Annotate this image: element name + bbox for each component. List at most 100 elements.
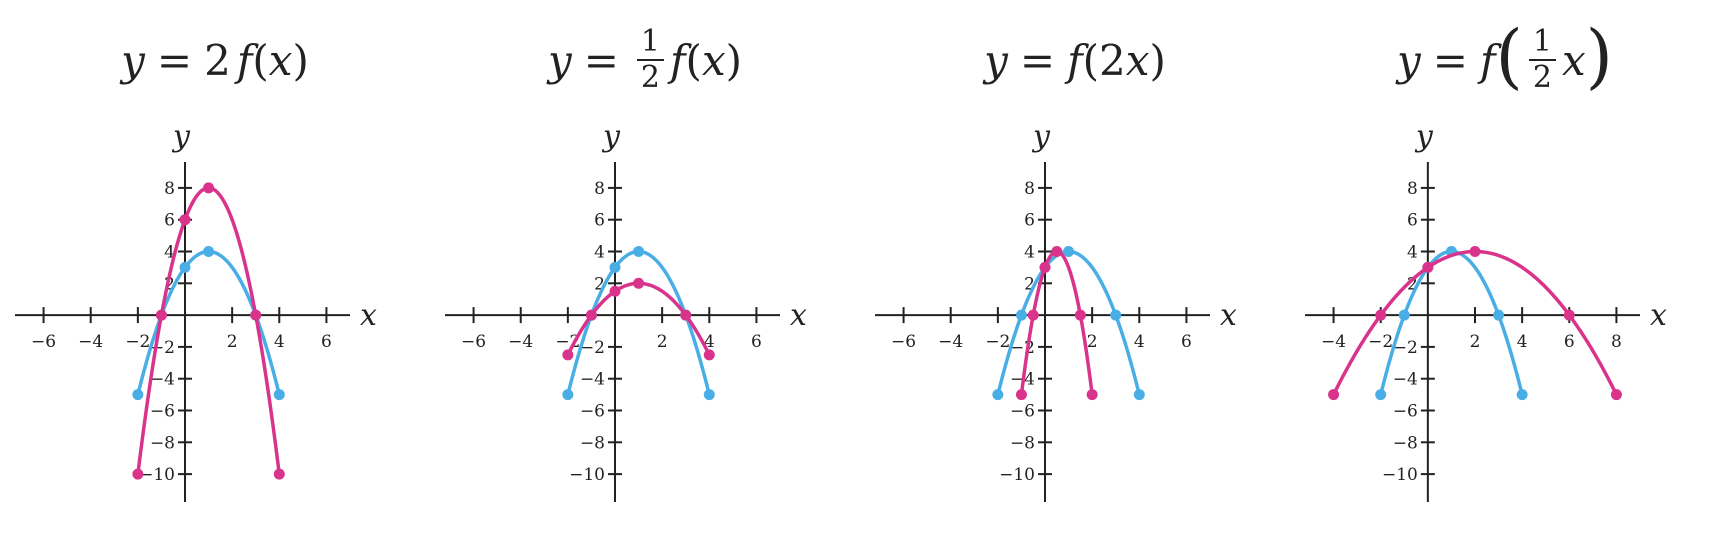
y-tick-label: −8 xyxy=(150,433,175,453)
title-function: f xyxy=(236,35,253,85)
y-tick-label: 8 xyxy=(164,179,175,199)
x-tick-label: 8 xyxy=(1611,332,1622,352)
data-point xyxy=(633,277,645,289)
title-equals: = xyxy=(156,35,193,85)
data-point xyxy=(250,309,262,321)
y-axis-label: y xyxy=(171,119,191,154)
x-tick-label: 6 xyxy=(1181,332,1192,352)
title-argument: x xyxy=(701,35,726,85)
x-tick-label: −4 xyxy=(1321,332,1346,352)
y-tick-label: −10 xyxy=(569,465,605,485)
x-axis-label: x xyxy=(360,298,377,333)
x-axis-label: x xyxy=(790,298,807,333)
y-axis-label: y xyxy=(1414,119,1434,154)
data-point xyxy=(1375,309,1387,321)
title-argument: x xyxy=(1125,35,1150,85)
data-point xyxy=(585,309,597,321)
chart-title-2: y = 1 2 f ( x ) xyxy=(430,20,860,100)
y-tick-label: 4 xyxy=(594,243,605,263)
y-tick-label: 8 xyxy=(1024,179,1035,199)
chart-title-1: y = 2 f ( x ) xyxy=(0,20,430,100)
title-close-paren: ) xyxy=(292,35,309,85)
title-function: f xyxy=(1479,35,1496,85)
y-tick-label: 2 xyxy=(1024,274,1035,294)
y-tick-label: −10 xyxy=(1382,465,1418,485)
y-tick-label: 2 xyxy=(164,274,175,294)
fraction-denominator: 2 xyxy=(1532,60,1552,95)
title-y: y xyxy=(547,35,572,85)
y-tick-label: 2 xyxy=(1407,274,1418,294)
x-tick-label: −2 xyxy=(125,332,150,352)
data-point xyxy=(1074,309,1086,321)
title-fraction: 1 2 xyxy=(1528,27,1556,95)
data-point xyxy=(1051,246,1063,257)
data-point xyxy=(609,285,621,297)
x-tick-label: 6 xyxy=(751,332,762,352)
chart-title-4: y = f ( 1 2 x ) xyxy=(1290,20,1720,100)
data-point xyxy=(179,214,191,226)
x-tick-label: 4 xyxy=(274,332,285,352)
data-point xyxy=(132,389,144,401)
y-axis-label: y xyxy=(1031,119,1051,154)
y-tick-label: 6 xyxy=(164,211,175,231)
x-tick-label: 2 xyxy=(1087,332,1098,352)
y-tick-label: −2 xyxy=(580,338,605,358)
x-tick-label: −2 xyxy=(985,332,1010,352)
title-coefficient: 2 xyxy=(1099,35,1126,85)
y-tick-label: −4 xyxy=(580,370,605,390)
data-point xyxy=(203,246,215,257)
data-point xyxy=(1027,309,1039,321)
data-point xyxy=(1563,309,1575,321)
x-tick-label: −2 xyxy=(555,332,580,352)
y-axis-label: y xyxy=(601,119,621,154)
title-close-paren: ) xyxy=(1149,35,1166,85)
data-point xyxy=(1110,309,1122,321)
x-tick-label: 4 xyxy=(704,332,715,352)
title-open-paren: ( xyxy=(252,35,269,85)
x-tick-label: 6 xyxy=(321,332,332,352)
title-fraction: 1 2 xyxy=(636,27,664,93)
data-point xyxy=(273,389,285,401)
title-argument: x xyxy=(1561,35,1586,85)
x-tick-label: 2 xyxy=(657,332,668,352)
data-point xyxy=(703,349,715,361)
data-point xyxy=(179,261,191,273)
data-point xyxy=(1610,389,1622,401)
y-tick-label: −6 xyxy=(150,402,175,422)
data-point xyxy=(273,468,285,480)
x-axis-label: x xyxy=(1220,298,1237,333)
title-close-paren: ) xyxy=(725,35,743,85)
title-y: y xyxy=(1397,35,1421,85)
data-point xyxy=(1398,309,1410,321)
data-point xyxy=(1063,246,1075,257)
title-open-paren: ( xyxy=(1082,35,1100,85)
data-point xyxy=(1375,389,1387,401)
x-tick-label: −2 xyxy=(1368,332,1393,352)
y-tick-label: −4 xyxy=(1393,370,1418,390)
y-tick-label: −6 xyxy=(1010,402,1035,422)
data-point xyxy=(1086,389,1098,401)
chart-panel-3: y = f ( 2 x ) x y −6 −4 −2 2 4 6 8 6 4 2 −2 −4 −6 −8 −10 xyxy=(860,0,1290,558)
data-point xyxy=(1015,389,1027,401)
data-point xyxy=(562,389,574,401)
chart-title-3: y = f ( 2 x ) xyxy=(860,20,1290,100)
title-function: f xyxy=(1067,35,1083,85)
y-tick-label: −8 xyxy=(1010,433,1035,453)
data-point xyxy=(703,389,715,401)
y-tick-label: −4 xyxy=(150,370,175,390)
y-tick-label: 6 xyxy=(594,211,605,231)
data-point xyxy=(1422,261,1434,273)
data-point xyxy=(1516,389,1528,401)
title-coefficient: 2 xyxy=(204,35,231,85)
data-point xyxy=(609,261,621,273)
chart-panel-4: y = f ( 1 2 x ) x y −4 −2 2 4 6 8 8 6 4 2 −2 −4 −6 −8 −1… xyxy=(1290,0,1720,558)
y-tick-label: 6 xyxy=(1407,211,1418,231)
y-tick-label: −6 xyxy=(1393,402,1418,422)
title-open-paren: ( xyxy=(1495,15,1523,97)
title-function: f xyxy=(670,35,686,85)
y-tick-label: −6 xyxy=(580,402,605,422)
x-tick-label: 4 xyxy=(1517,332,1528,352)
